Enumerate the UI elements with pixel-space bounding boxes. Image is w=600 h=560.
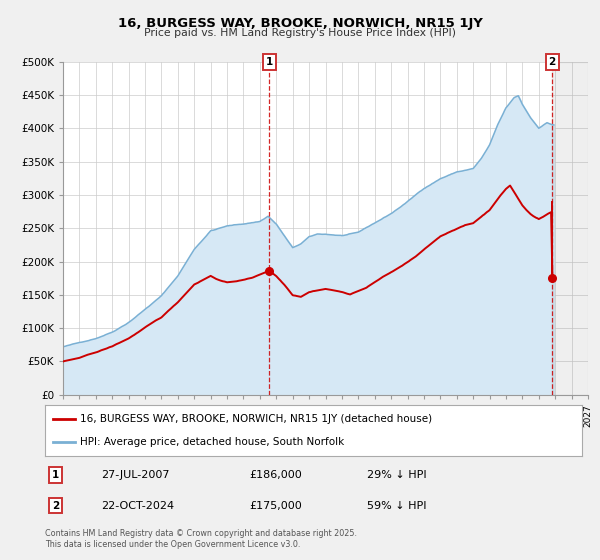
Text: 2: 2 [52, 501, 59, 511]
Text: HPI: Average price, detached house, South Norfolk: HPI: Average price, detached house, Sout… [80, 437, 344, 447]
Text: 29% ↓ HPI: 29% ↓ HPI [367, 470, 427, 480]
Text: 2: 2 [548, 57, 556, 67]
Text: Contains HM Land Registry data © Crown copyright and database right 2025.
This d: Contains HM Land Registry data © Crown c… [45, 529, 357, 549]
Text: 22-OCT-2024: 22-OCT-2024 [101, 501, 175, 511]
Text: 1: 1 [52, 470, 59, 480]
Text: 27-JUL-2007: 27-JUL-2007 [101, 470, 170, 480]
Text: £175,000: £175,000 [249, 501, 302, 511]
Text: 1: 1 [266, 57, 273, 67]
Text: Price paid vs. HM Land Registry's House Price Index (HPI): Price paid vs. HM Land Registry's House … [144, 28, 456, 38]
Text: 16, BURGESS WAY, BROOKE, NORWICH, NR15 1JY: 16, BURGESS WAY, BROOKE, NORWICH, NR15 1… [118, 17, 482, 30]
Bar [552, 62, 588, 395]
Text: 16, BURGESS WAY, BROOKE, NORWICH, NR15 1JY (detached house): 16, BURGESS WAY, BROOKE, NORWICH, NR15 1… [80, 414, 432, 424]
Text: £186,000: £186,000 [249, 470, 302, 480]
Text: 59% ↓ HPI: 59% ↓ HPI [367, 501, 427, 511]
